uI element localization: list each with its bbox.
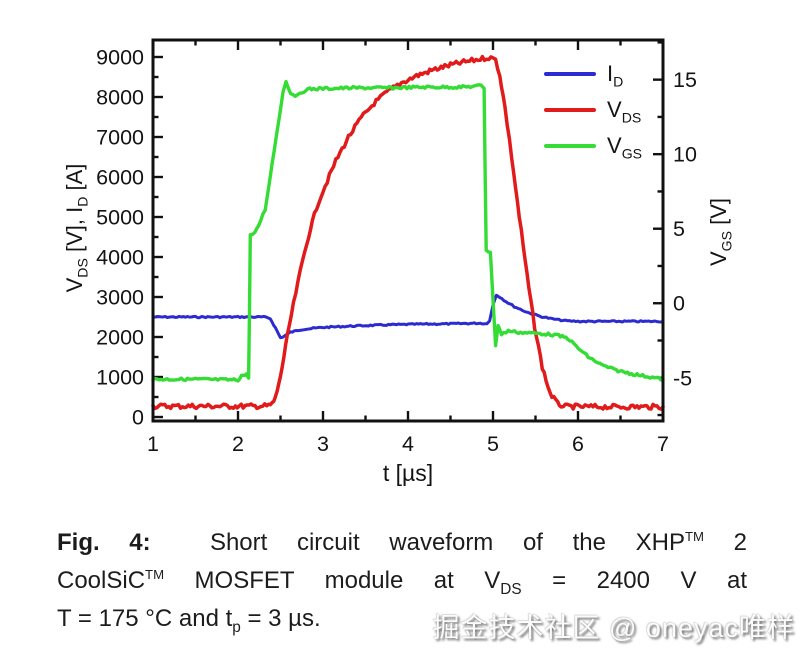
tick-label: 2000 xyxy=(96,326,144,350)
legend-label-VDS: VDS xyxy=(607,97,642,126)
tick-label: 1 xyxy=(147,432,159,456)
legend-item-VDS: VDS xyxy=(544,92,642,128)
legend-swatch-VDS xyxy=(544,108,596,112)
watermark: 掘金技术社区 @ oneyac唯样 xyxy=(432,613,795,643)
tick-label: 4000 xyxy=(96,246,144,270)
tick-label: 5000 xyxy=(96,206,144,230)
legend-label-ID: ID xyxy=(607,61,624,90)
legend-label-VGS: VGS xyxy=(607,133,643,162)
tick-label: 10 xyxy=(673,143,697,167)
tick-label: 9000 xyxy=(96,46,144,70)
legend-swatch-VGS xyxy=(544,144,596,148)
left-axis-title: VDS [V], ID [A] xyxy=(62,163,91,293)
tick-label: 3 xyxy=(317,432,329,456)
series-VDS-line xyxy=(151,54,665,411)
tick-label: 3000 xyxy=(96,286,144,310)
tick-label: -5 xyxy=(673,366,692,390)
tick-label: 7 xyxy=(657,432,669,456)
x-axis-title: t [µs] xyxy=(382,460,434,486)
caption-line-1: Fig. 4: Short circuit waveform of the XH… xyxy=(57,529,748,556)
tick-label: 8000 xyxy=(96,86,144,110)
legend-item-ID: ID xyxy=(544,56,642,92)
right-axis-title: VGS [V] xyxy=(706,197,735,267)
waveform-chart: 1 2 3 4 5 6 7 0 1000 2000 3000 4000 5000 6000 7000 8000… xyxy=(96,38,697,456)
tick-label: 5 xyxy=(673,217,685,241)
chart-legend: ID VDS VGS xyxy=(544,56,642,164)
tick-label: 1000 xyxy=(96,366,144,390)
tick-label: 7000 xyxy=(96,126,144,150)
caption-line-2: CoolSiCTM MOSFET module at VDS = 2400 V … xyxy=(57,567,747,598)
caption-line-3: T = 175 °C and tp = 3 µs. xyxy=(57,605,321,636)
tick-label: 0 xyxy=(673,292,685,316)
tick-label: 4 xyxy=(402,432,414,456)
tick-label: 6000 xyxy=(96,166,144,190)
series-VGS-line xyxy=(151,79,665,383)
legend-item-VGS: VGS xyxy=(544,128,642,164)
figure-caption: Fig. 4: Short circuit waveform of the XH… xyxy=(57,524,747,638)
tick-label: 6 xyxy=(572,432,584,456)
tick-label: 15 xyxy=(673,68,697,92)
tick-label: 2 xyxy=(232,432,244,456)
tick-label: 5 xyxy=(487,432,499,456)
series-ID-line xyxy=(151,293,665,340)
plot-frame xyxy=(151,38,665,423)
legend-swatch-ID xyxy=(544,72,596,76)
tick-label: 0 xyxy=(132,406,144,430)
